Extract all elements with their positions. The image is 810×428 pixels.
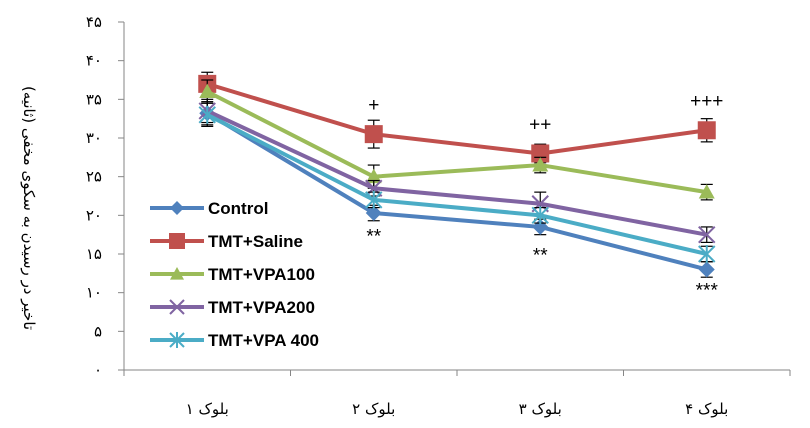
x-tick-label: بلوک ۱ bbox=[186, 400, 229, 418]
x-tick-label: بلوک ۲ bbox=[352, 400, 395, 418]
y-tick-label: ۲۵ bbox=[86, 168, 102, 186]
series-line bbox=[206, 109, 708, 237]
data-point bbox=[365, 168, 382, 184]
series-tmt-vpa-400 bbox=[198, 102, 716, 263]
data-point bbox=[199, 83, 216, 98]
data-point bbox=[170, 267, 184, 280]
y-axis-label: تاخیر در رسیدن به سکوی مخفی (ثانیه) bbox=[20, 86, 38, 330]
significance-mark: +++ bbox=[690, 91, 723, 112]
significance-mark: ** bbox=[533, 246, 548, 267]
series-tmt-vpa200 bbox=[198, 98, 716, 244]
legend-item: TMT+VPA100 bbox=[150, 265, 315, 284]
y-tick-label: ۱۵ bbox=[86, 245, 102, 263]
series-group bbox=[198, 71, 716, 278]
y-tick-label: ۰ bbox=[94, 361, 102, 379]
data-point bbox=[365, 190, 383, 209]
y-tick-label: ۳۵ bbox=[86, 90, 102, 108]
data-point bbox=[698, 245, 716, 263]
data-point bbox=[365, 205, 382, 222]
y-tick-label: ۳۰ bbox=[86, 129, 102, 147]
legend-label: Control bbox=[208, 199, 268, 218]
data-point bbox=[697, 121, 716, 140]
legend-label: TMT+Saline bbox=[208, 232, 303, 251]
x-ticks: بلوک ۱ بلوک ۲ بلوک ۳ بلوک ۴ bbox=[123, 370, 791, 418]
legend-item: TMT+VPA200 bbox=[150, 298, 315, 317]
data-point bbox=[169, 233, 185, 249]
significance-mark: ** bbox=[366, 226, 381, 247]
data-point bbox=[532, 157, 549, 172]
annotations: ++++++******* bbox=[366, 91, 723, 301]
legend-item: Control bbox=[150, 199, 268, 218]
significance-mark: *** bbox=[696, 281, 719, 302]
y-tick-label: ۴۰ bbox=[86, 52, 102, 70]
data-point bbox=[198, 105, 216, 124]
y-tick-label: ۵ bbox=[94, 322, 102, 340]
legend-label: TMT+VPA 400 bbox=[208, 331, 319, 350]
data-point bbox=[531, 144, 550, 163]
data-point bbox=[169, 332, 185, 348]
legend-label: TMT+VPA100 bbox=[208, 265, 315, 284]
data-point bbox=[698, 225, 716, 244]
data-point bbox=[170, 201, 184, 215]
x-tick-label: بلوک ۳ bbox=[519, 400, 562, 418]
y-ticks: ۰ ۵ ۱۰ ۱۵ ۲۰ ۲۵ ۳۰ ۳۵ ۴۰ ۴۵ bbox=[86, 13, 124, 379]
legend-item: TMT+Saline bbox=[150, 232, 303, 251]
y-tick-label: ۴۵ bbox=[86, 13, 102, 31]
series-line bbox=[206, 111, 708, 272]
significance-mark: ++ bbox=[529, 114, 551, 135]
y-tick-label: ۲۰ bbox=[86, 206, 102, 224]
data-point bbox=[169, 299, 185, 315]
y-tick-label: ۱۰ bbox=[86, 284, 102, 302]
data-point bbox=[698, 261, 715, 278]
legend-label: TMT+VPA200 bbox=[208, 298, 315, 317]
data-point bbox=[531, 206, 549, 225]
series-line bbox=[206, 113, 708, 256]
data-point bbox=[698, 184, 715, 199]
legend-item: TMT+VPA 400 bbox=[150, 331, 319, 350]
significance-mark: + bbox=[368, 95, 379, 116]
series-line bbox=[206, 89, 708, 195]
series-line bbox=[206, 81, 708, 156]
x-tick-label: بلوک ۴ bbox=[685, 400, 728, 418]
data-point bbox=[364, 125, 383, 144]
legend: Control TMT+Saline TMT+VPA100 TMT+VPA200 TMT… bbox=[150, 199, 319, 350]
